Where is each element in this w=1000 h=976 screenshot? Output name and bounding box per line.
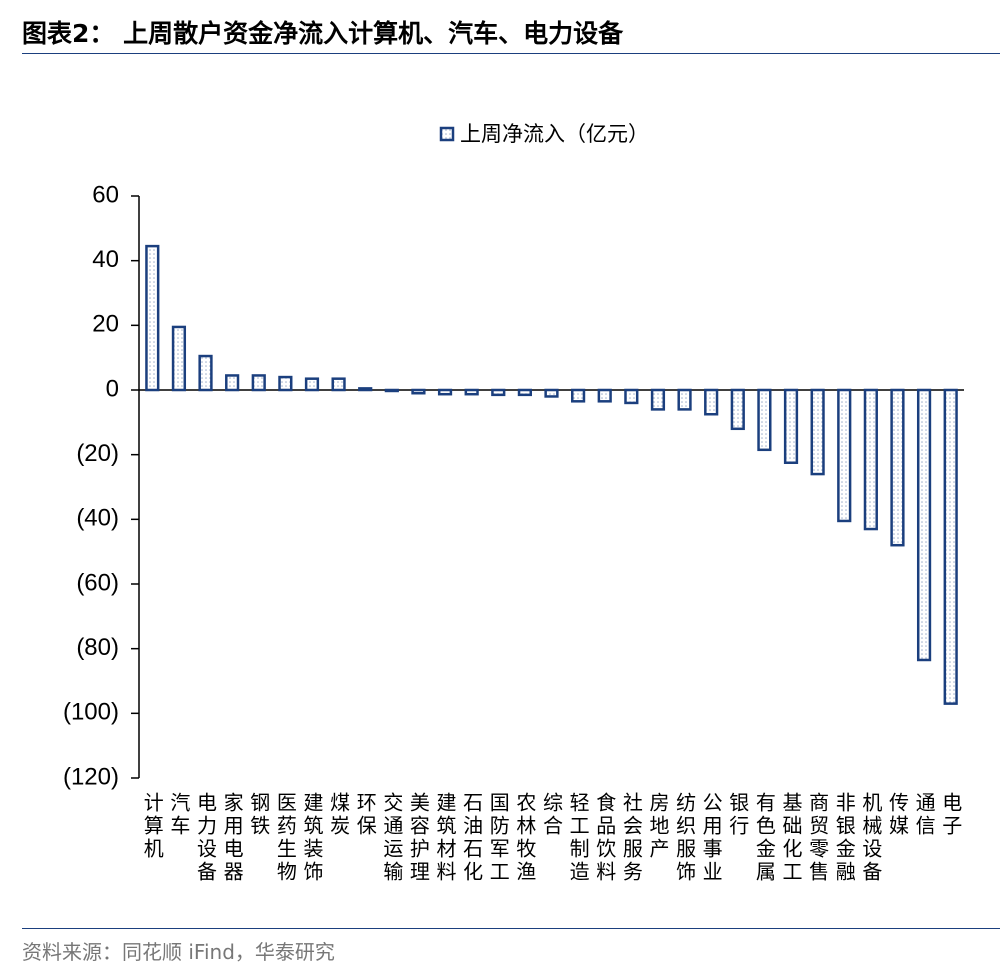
x-tick-label: 钢铁 xyxy=(247,792,271,838)
x-tick-label: 环保 xyxy=(353,792,377,838)
bar xyxy=(677,388,692,411)
x-tick-label: 房地产 xyxy=(646,792,670,861)
bar xyxy=(943,388,958,705)
bar xyxy=(225,374,240,392)
x-tick-label: 医药生物 xyxy=(273,792,297,884)
bar xyxy=(837,388,852,523)
y-tick-label: (120) xyxy=(63,763,119,790)
source: 资料来源：同花顺 iFind，华泰研究 xyxy=(22,940,335,964)
bar xyxy=(571,388,586,403)
bar xyxy=(863,388,878,531)
title-rule xyxy=(22,53,1000,54)
bar xyxy=(730,388,745,431)
bar xyxy=(464,388,479,396)
bar xyxy=(704,388,719,416)
x-tick-label: 轻工制造 xyxy=(566,792,590,884)
bar xyxy=(437,388,453,396)
y-tick-label: 40 xyxy=(92,246,119,273)
legend-label: 上周净流入（亿元） xyxy=(460,122,649,146)
x-tick-label: 汽车 xyxy=(167,792,191,838)
x-tick-label: 银行 xyxy=(726,792,750,838)
bar xyxy=(783,388,799,464)
bar xyxy=(544,388,559,398)
x-tick-label: 建筑装饰 xyxy=(300,792,324,884)
bar xyxy=(304,377,320,392)
x-tick-label: 电力设备 xyxy=(194,792,218,884)
bar xyxy=(198,354,213,392)
bar xyxy=(145,244,160,392)
bar xyxy=(251,374,266,392)
x-tick-label: 家用电器 xyxy=(220,792,244,884)
y-tick-label: (60) xyxy=(76,569,119,596)
x-tick-label: 食品饮料 xyxy=(593,792,617,884)
title: 图表2： 上周散户资金净流入计算机、汽车、电力设备 xyxy=(22,19,624,48)
x-tick-label: 公用事业 xyxy=(699,792,723,884)
x-tick-label: 石油石化 xyxy=(460,792,484,884)
x-tick-label: 非银金融 xyxy=(832,792,856,884)
y-tick-label: 60 xyxy=(92,181,119,208)
y-tick-label: (20) xyxy=(76,440,119,467)
x-tick-label: 商贸零售 xyxy=(806,792,830,884)
x-tick-label: 交通运输 xyxy=(380,792,404,884)
bar xyxy=(757,388,772,452)
y-tick-label: (80) xyxy=(76,634,119,661)
x-tick-label: 农林牧渔 xyxy=(513,792,537,884)
x-tick-label: 传媒 xyxy=(885,792,909,838)
y-tick-label: 0 xyxy=(106,375,119,402)
y-tick-label: (100) xyxy=(63,699,119,726)
bar xyxy=(624,388,639,405)
bar xyxy=(171,325,187,392)
y-tick-label: (40) xyxy=(76,505,119,532)
x-tick-label: 基础化工 xyxy=(779,792,803,884)
bar xyxy=(278,375,293,392)
x-tick-label: 煤炭 xyxy=(327,792,351,838)
footer-rule xyxy=(22,928,1000,929)
x-tick-label: 社会服务 xyxy=(619,792,643,884)
bar xyxy=(517,388,532,397)
bar xyxy=(411,388,426,395)
bar xyxy=(491,388,506,397)
x-tick-label: 纺织服饰 xyxy=(673,792,697,884)
chart: 上周净流入（亿元） (120) (100) (80) (60) (40) (20) 0 20 40… xyxy=(63,122,964,884)
x-tick-label: 综合 xyxy=(540,792,564,838)
x-tick-label: 美容护理 xyxy=(406,792,430,884)
x-tick-label: 通信 xyxy=(912,792,936,838)
x-tick-label: 有色金属 xyxy=(752,792,776,884)
bar xyxy=(384,388,399,393)
bar xyxy=(597,388,612,403)
x-tick-label: 计算机 xyxy=(140,792,164,861)
bar xyxy=(890,388,905,547)
x-tick-label: 建筑材料 xyxy=(433,792,457,884)
bar xyxy=(810,388,825,476)
x-tick-label: 电子 xyxy=(939,792,963,838)
legend-swatch xyxy=(439,126,455,142)
x-tick-label: 国防军工 xyxy=(486,792,510,884)
bar xyxy=(358,387,373,392)
x-tick-label: 机械设备 xyxy=(859,792,883,884)
bar xyxy=(916,388,932,662)
bar xyxy=(331,377,346,392)
y-tick-label: 20 xyxy=(92,311,119,338)
bar xyxy=(650,388,666,411)
